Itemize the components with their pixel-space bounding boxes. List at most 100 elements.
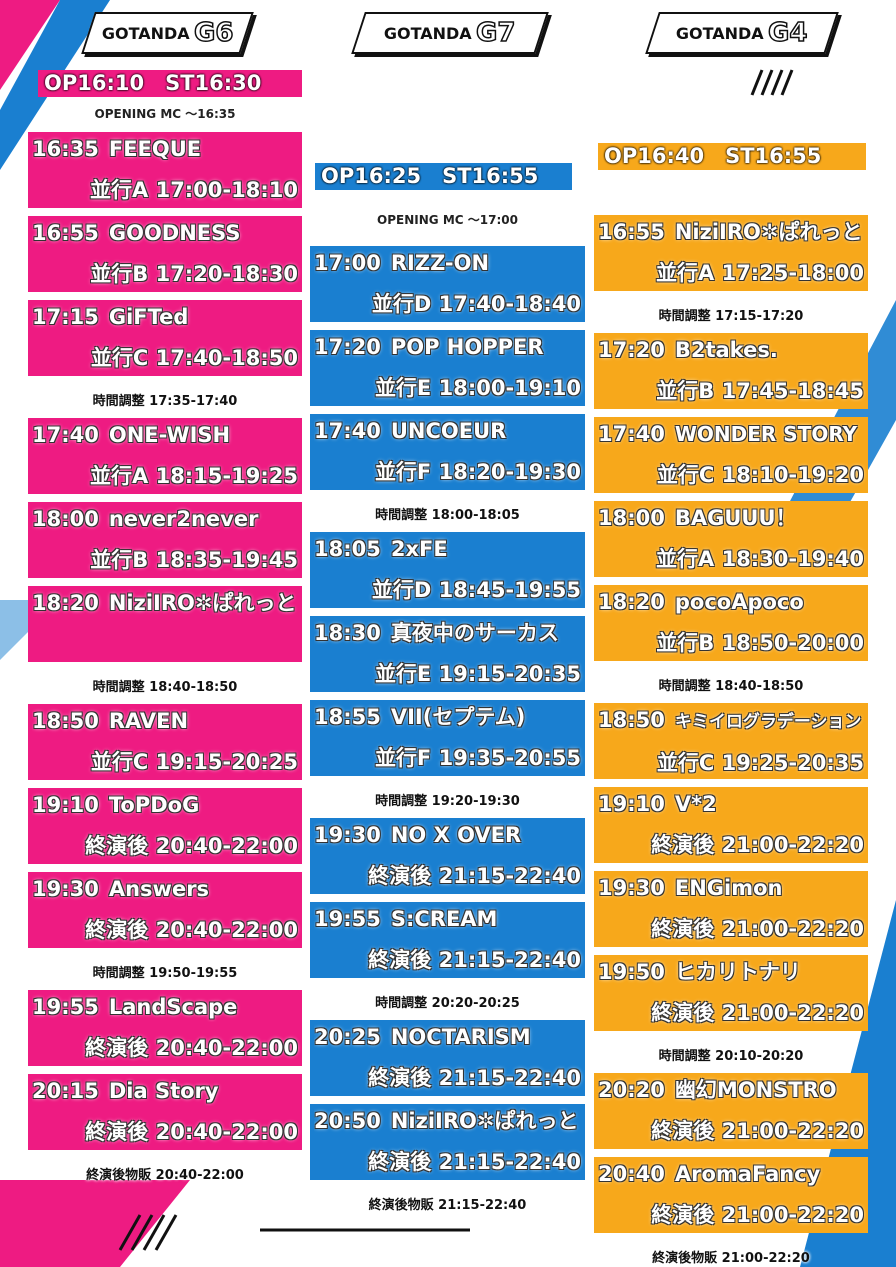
act-name: S:CREAM [390,907,498,931]
slot: 20:40 AromaFancy 終演後 21:00-22:20 [594,1157,868,1233]
slot-sub: 並行B 18:35-19:45 [90,548,298,572]
slot: 18:30 真夜中のサーカス 並行E 19:15-20:35 [310,616,585,692]
slot-time: 19:30 [598,876,665,900]
slot: 17:40 WONDER STORY 並行C 18:10-19:20 [594,417,868,493]
slot-time: 20:15 [32,1079,99,1103]
note: 終演後物販 21:00-22:20 [652,1251,810,1266]
slot: 20:25 NOCTARISM 終演後 21:15-22:40 [310,1020,585,1096]
slot-sub: 終演後 20:40-22:00 [85,1120,298,1144]
slot: 18:20 pocoApoco 並行B 18:50-20:00 [594,585,868,661]
act-name: RIZZ-ON [390,251,490,275]
note: 時間調整 19:50-19:55 [92,966,238,981]
slot-title: 19:10 ToPDoG [32,790,298,820]
slot-sub: 終演後 21:00-22:20 [651,1203,864,1227]
slot-sub: 並行B 18:50-20:00 [656,631,864,655]
note: 時間調整 20:10-20:20 [658,1049,804,1064]
act-name: LandScape [108,995,238,1019]
slot-time: 19:50 [598,960,665,984]
slot-time: 18:20 [32,591,99,615]
note: 終演後物販 20:40-22:00 [86,1168,244,1183]
act-name: 真夜中のサーカス [390,621,559,645]
slot-time: 17:40 [32,423,99,447]
venue-name: GOTANDA [384,23,473,43]
note: 時間調整 19:20-19:30 [375,794,520,809]
act-name: V*2 [674,792,717,816]
act-name: ToPDoG [108,793,200,817]
venue-header: GOTANDA G7 [351,12,549,54]
slot-sub: 終演後 20:40-22:00 [85,834,298,858]
act-name: NiziIRO✲ぱれっと [674,220,863,244]
slot: 19:55 LandScape 終演後 20:40-22:00 [28,990,302,1066]
slot: 18:05 2xFE 並行D 18:45-19:55 [310,532,585,608]
slot-sub: 並行F 18:20-19:30 [374,460,581,484]
act-name: 2xFE [390,537,448,561]
slot-title: 17:15 GiFTed [32,302,298,332]
slot-title: 16:35 FEEQUE [32,134,298,164]
slot-title: 20:25 NOCTARISM [314,1022,581,1052]
act-name: 幽幻MONSTRO [674,1078,837,1102]
slot-sub: 並行C 18:10-19:20 [656,463,864,487]
slot-sub: 終演後 20:40-22:00 [85,1036,298,1060]
act-name: Answers [108,877,210,901]
note: 時間調整 17:35-17:40 [92,394,238,409]
act-name: VII(セプテム) [390,705,526,729]
slot-sub: 並行D 17:40-18:40 [371,292,581,316]
open-start: OP16:25 ST16:55 [315,163,572,190]
slot-time: 19:30 [32,877,99,901]
slot-title: 19:10 V*2 [598,789,864,819]
act-name: B2takes. [674,338,778,362]
slot-title: 17:40 ONE-WISH [32,420,298,450]
slot-sub: 並行A 18:15-19:25 [90,464,298,488]
slot-title: 18:50 キミイログラデーション [598,705,864,737]
slot-sub: 終演後 21:00-22:20 [651,917,864,941]
slot-time: 19:55 [314,907,381,931]
opening-mc: OPENING MC ～16:35 [94,107,236,121]
slot-title: 17:40 WONDER STORY [598,419,864,449]
act-name: AromaFancy [674,1162,821,1186]
slot: 16:55 GOODNESS 並行B 17:20-18:30 [28,216,302,292]
slot: 20:15 Dia Story 終演後 20:40-22:00 [28,1074,302,1150]
slot-sub: 並行E 19:15-20:35 [374,662,581,686]
slot-sub: 終演後 21:15-22:40 [368,1150,581,1174]
slot: 19:30 Answers 終演後 20:40-22:00 [28,872,302,948]
act-name: ENGimon [674,876,783,900]
slot-sub: 並行C 19:15-20:25 [90,750,298,774]
slot-sub: 終演後 21:15-22:40 [368,948,581,972]
act-name: RAVEN [108,709,189,733]
act-name: WONDER STORY [674,422,858,446]
slot: 16:35 FEEQUE 並行A 17:00-18:10 [28,132,302,208]
slot-title: 18:00 never2never [32,504,298,534]
slot-time: 18:55 [314,705,381,729]
slot-sub: 並行B 17:20-18:30 [90,262,298,286]
hall-name: G6 [193,17,234,49]
slot-time: 19:10 [598,792,665,816]
slot-sub: 並行A 17:25-18:00 [656,261,864,285]
act-name: NiziIRO✲ぱれっと [108,591,297,615]
slot-time: 18:20 [598,590,665,614]
act-name: FEEQUE [108,137,202,161]
slot-sub: 並行C 17:40-18:50 [90,346,298,370]
slot-title: 17:40 UNCOEUR [314,416,581,446]
slot-sub: 並行A 17:00-18:10 [90,178,298,202]
slot-title: 17:20 B2takes. [598,335,864,365]
note: 時間調整 17:15-17:20 [658,309,804,324]
slot-time: 17:40 [314,419,381,443]
slot-title: 20:15 Dia Story [32,1076,298,1106]
act-name: ヒカリトナリ [674,960,801,984]
slot: 18:50 RAVEN 並行C 19:15-20:25 [28,704,302,780]
note: 終演後物販 21:15-22:40 [368,1198,527,1213]
slot-time: 16:55 [32,221,99,245]
slot-title: 19:30 Answers [32,874,298,904]
slot: 17:00 RIZZ-ON 並行D 17:40-18:40 [310,246,585,322]
act-name: pocoApoco [674,590,804,614]
note: 時間調整 18:40-18:50 [658,679,804,694]
slot-title: 18:00 BAGUUU！ [598,503,864,533]
slot-sub: 並行E 18:00-19:10 [374,376,581,400]
slot-title: 19:55 S:CREAM [314,904,581,934]
slot-time: 16:55 [598,220,665,244]
slot: 18:00 BAGUUU！ 並行A 18:30-19:40 [594,501,868,577]
slot-time: 17:15 [32,305,99,329]
note: 時間調整 20:20-20:25 [375,996,520,1011]
slot-sub: 終演後 20:40-22:00 [85,918,298,942]
slot-title: 19:30 NO X OVER [314,820,581,850]
